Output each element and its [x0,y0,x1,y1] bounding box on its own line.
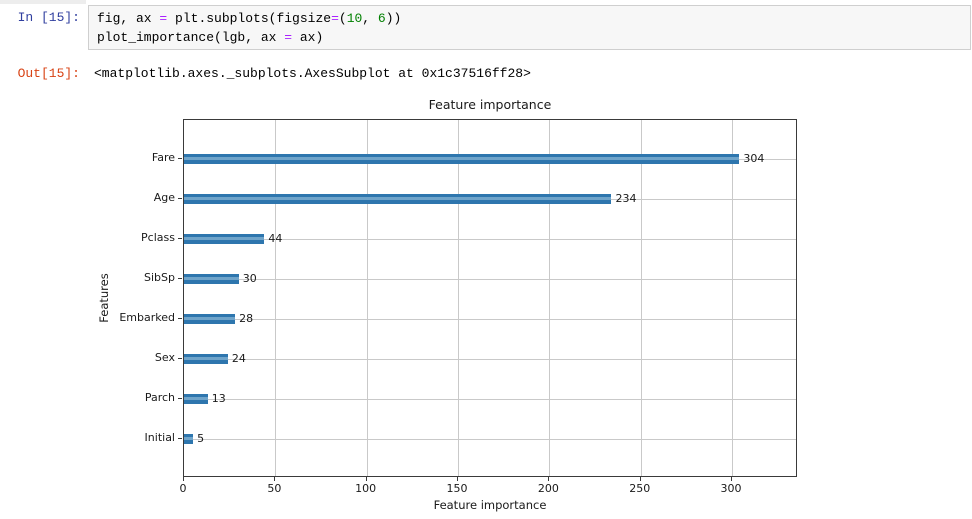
gridline-horizontal [184,439,796,440]
gridline-horizontal [184,399,796,400]
y-tick-label-pclass: Pclass [141,231,175,244]
y-tick-label-parch: Parch [144,391,175,404]
y-tick-mark [178,198,182,199]
code-segment: plot_importance(lgb, ax [97,30,285,45]
x-tick-mark [365,477,367,481]
bar-value-label: 13 [211,392,226,405]
y-tick-label-age: Age [153,191,175,204]
gridline-vertical [732,120,734,476]
code-segment: fig, ax [97,11,160,26]
code-segment: = [159,11,168,26]
code-segment: ax) [292,30,324,45]
code-cell[interactable]: fig, ax = plt.subplots(figsize=(10, 6)) p… [88,5,971,50]
code-segment: 6 [377,11,386,26]
gridline-vertical [640,120,642,476]
code-segment: , [362,11,378,26]
gridline-horizontal [184,199,796,200]
bar-pclass [184,234,265,244]
chart-title: Feature importance [428,97,552,112]
gridline-horizontal [184,319,796,320]
bar-sex [184,354,228,364]
gridline-horizontal [184,239,796,240]
x-tick-mark [457,477,459,481]
y-tick-label-sex: Sex [154,351,175,364]
bar-parch [184,394,208,404]
bar-value-label: 24 [231,352,246,365]
code-segment: 10 [346,11,363,26]
x-tick-label: 300 [720,482,742,495]
code-segment: = [284,30,293,45]
x-axis-label: Feature importance [433,498,547,512]
y-tick-mark [178,438,182,439]
bar-value-label: 28 [239,312,254,325]
toolbar-remnant [0,0,86,4]
x-tick-mark [548,477,550,481]
gridline-vertical [275,120,277,476]
y-tick-label-fare: Fare [151,151,175,164]
y-tick-label-sibsp: SibSp [144,271,175,284]
y-tick-mark [178,358,182,359]
y-tick-label-initial: Initial [144,431,175,444]
code-segment: = [331,11,339,26]
x-tick-mark [639,477,641,481]
gridline-horizontal [184,159,796,160]
code-segment: plt.subplots(figsize [167,11,332,26]
gridline-horizontal [184,359,796,360]
x-tick-mark [274,477,276,481]
input-prompt: In [15]: [17,10,80,25]
code-segment: )) [385,11,402,26]
plot-area: 304 234 44 30 28 24 13 5 [183,119,797,477]
output-prompt: Out[15]: [17,66,80,81]
bar-initial [184,434,194,444]
bar-age [184,194,612,204]
y-tick-label-embarked: Embarked [119,311,175,324]
gridline-horizontal [184,279,796,280]
bar-sibsp [184,274,239,284]
y-tick-mark [178,238,182,239]
bar-fare [184,154,740,164]
x-tick-label: 250 [629,482,651,495]
y-tick-mark [178,278,182,279]
x-tick-label: 150 [446,482,468,495]
x-tick-label: 50 [267,482,282,495]
bar-value-label: 5 [197,432,205,445]
code-segment: ( [338,11,347,26]
code-editor[interactable]: fig, ax = plt.subplots(figsize=(10, 6)) p… [89,6,970,50]
bar-value-label: 304 [743,152,765,165]
gridline-vertical [366,120,368,476]
y-tick-mark [178,398,182,399]
gridline-vertical [458,120,460,476]
output-text: <matplotlib.axes._subplots.AxesSubplot a… [94,66,531,81]
y-tick-mark [178,318,182,319]
x-tick-mark [731,477,733,481]
code-line-1: fig, ax = plt.subplots(figsize=(10, 6)) [97,9,962,28]
gridline-vertical [549,120,551,476]
x-tick-label: 0 [179,482,187,495]
x-tick-label: 200 [537,482,559,495]
bar-value-label: 234 [615,192,637,205]
x-tick-mark [183,477,184,481]
y-axis-label: Features [97,273,111,323]
bar-value-label: 44 [268,232,283,245]
bar-embarked [184,314,236,324]
y-tick-mark [178,158,182,159]
bar-value-label: 30 [242,272,257,285]
x-tick-label: 100 [355,482,377,495]
code-line-2: plot_importance(lgb, ax = ax) [97,28,962,47]
